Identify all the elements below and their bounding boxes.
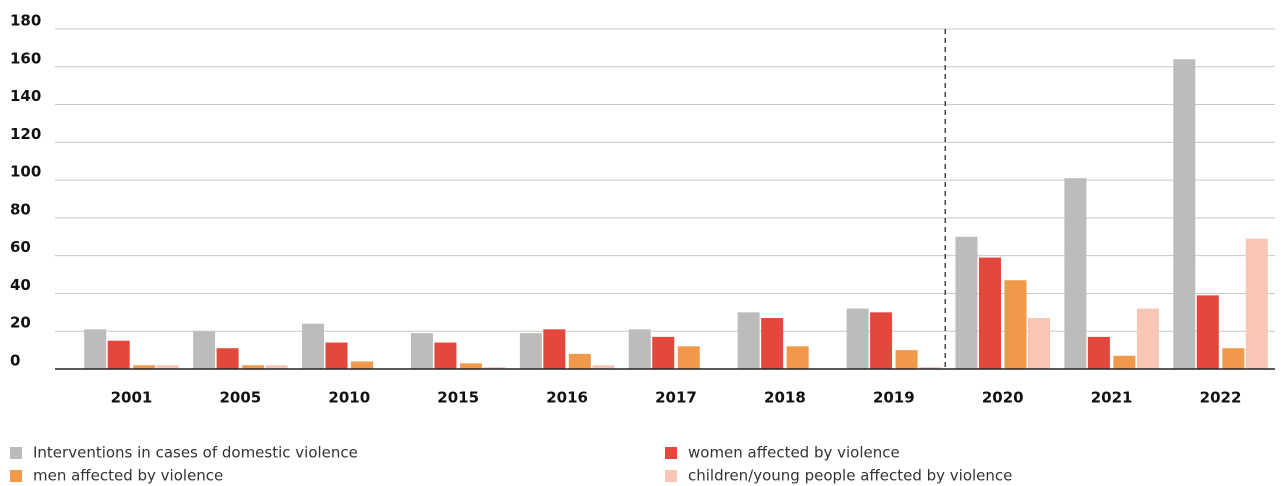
y-tick-label: 20 (10, 314, 31, 332)
x-tick-label: 2021 (1091, 389, 1133, 407)
y-tick-label: 80 (10, 200, 31, 218)
bar (919, 367, 942, 369)
bar (1087, 336, 1110, 369)
bar (1004, 280, 1027, 369)
bar (1196, 295, 1219, 369)
bar (543, 329, 566, 369)
bar (870, 312, 893, 369)
y-tick-label: 120 (10, 125, 41, 143)
bar (265, 365, 288, 369)
legend-label: children/young people affected by violen… (688, 467, 1012, 485)
legend-swatch (665, 470, 677, 482)
bar (483, 367, 506, 369)
bar (156, 365, 179, 369)
bar (978, 257, 1001, 369)
y-tick-label: 140 (10, 87, 41, 105)
bar (761, 318, 784, 369)
bar (434, 342, 457, 369)
bar (628, 329, 651, 369)
bar (302, 323, 325, 369)
bar (133, 365, 156, 369)
bar (737, 312, 760, 369)
legend-label: women affected by violence (688, 444, 900, 462)
legend-label: Interventions in cases of domestic viole… (33, 444, 358, 462)
bar (325, 342, 348, 369)
legend-swatch (10, 447, 22, 459)
bar (955, 236, 978, 369)
bar (786, 346, 809, 369)
x-tick-label: 2022 (1200, 389, 1242, 407)
x-tick-label: 2015 (437, 389, 479, 407)
x-tick-label: 2019 (873, 389, 915, 407)
bar (652, 336, 675, 369)
x-tick-label: 2017 (655, 389, 697, 407)
bar (351, 361, 374, 369)
bar (216, 348, 239, 369)
bar (84, 329, 107, 369)
bar (895, 350, 918, 369)
bar (459, 363, 482, 369)
bar (846, 308, 869, 369)
bar (568, 353, 591, 369)
x-tick-label: 2018 (764, 389, 806, 407)
y-tick-label: 0 (10, 352, 20, 370)
legend-swatch (10, 470, 22, 482)
y-tick-label: 180 (10, 12, 41, 30)
bar (677, 346, 700, 369)
bar (193, 331, 216, 369)
bar (1113, 355, 1136, 369)
bar (519, 333, 542, 369)
bar (1245, 238, 1268, 369)
y-tick-label: 60 (10, 238, 31, 256)
bar (1173, 59, 1196, 369)
bar (1136, 308, 1159, 369)
bar (242, 365, 265, 369)
bar (1222, 348, 1245, 369)
legend-label: men affected by violence (33, 467, 223, 485)
bar (1064, 178, 1087, 369)
y-tick-label: 100 (10, 163, 41, 181)
y-tick-label: 40 (10, 276, 31, 294)
bar (1027, 318, 1050, 369)
bar (410, 333, 433, 369)
x-tick-label: 2005 (219, 389, 261, 407)
bar (592, 365, 615, 369)
x-tick-label: 2020 (982, 389, 1024, 407)
legend-swatch (665, 447, 677, 459)
x-tick-label: 2016 (546, 389, 588, 407)
x-tick-label: 2001 (111, 389, 153, 407)
x-tick-label: 2010 (328, 389, 370, 407)
bar (107, 340, 130, 369)
y-tick-label: 160 (10, 49, 41, 67)
